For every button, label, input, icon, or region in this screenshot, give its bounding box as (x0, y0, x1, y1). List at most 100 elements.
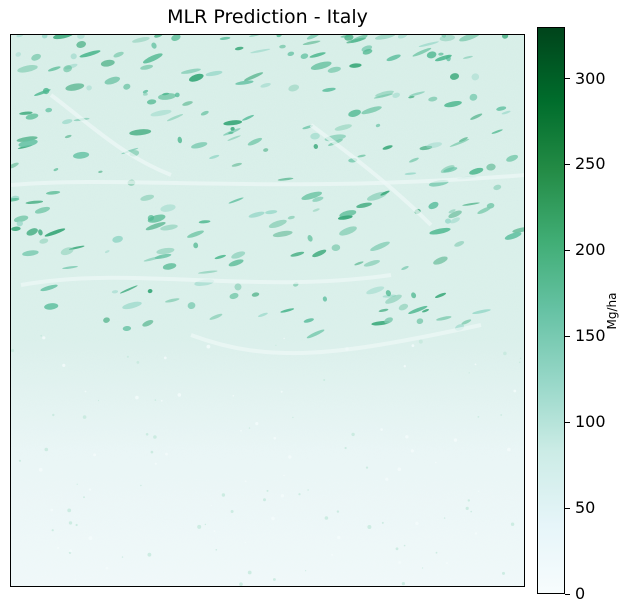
speckle (478, 490, 480, 492)
biomass-patch (426, 51, 437, 59)
speckle (510, 522, 515, 526)
speckle (381, 521, 384, 524)
colorbar-label: Mg/ha (605, 292, 619, 330)
biomass-patch (469, 167, 484, 175)
biomass-patch (146, 99, 157, 105)
speckle (147, 552, 152, 557)
speckle (42, 336, 46, 340)
biomass-patch (384, 317, 393, 324)
biomass-patch (276, 35, 282, 38)
biomass-patch (113, 51, 124, 58)
speckle (398, 561, 401, 564)
biomass-patch (327, 66, 341, 73)
speckle (397, 467, 402, 472)
biomass-patch (251, 292, 260, 297)
biomass-patch (433, 256, 448, 265)
speckle (477, 416, 480, 418)
speckle (271, 516, 275, 521)
biomass-patch (408, 95, 415, 99)
biomass-patch (306, 329, 325, 339)
biomass-patch (40, 284, 58, 292)
biomass-patch (171, 35, 181, 41)
biomass-patch (309, 52, 326, 58)
speckle (239, 582, 243, 586)
biomass-patch (265, 210, 278, 215)
speckle (247, 570, 252, 575)
speckle (213, 530, 216, 533)
speckle (51, 529, 54, 532)
biomass-patch (25, 200, 44, 205)
biomass-patch (63, 65, 73, 73)
biomass-patch (86, 85, 92, 91)
biomass-patch (166, 114, 184, 122)
biomass-patch (307, 235, 313, 242)
biomass-patch (242, 114, 254, 121)
biomass-patch (434, 292, 447, 299)
biomass-patch (472, 309, 491, 315)
biomass-patch (462, 55, 473, 59)
biomass-patch (260, 82, 271, 88)
biomass-patch (356, 202, 372, 209)
speckle (240, 429, 242, 432)
biomass-patch (408, 305, 428, 314)
biomass-patch (422, 308, 429, 313)
biomass-patch (471, 73, 480, 81)
biomass-patch (209, 313, 223, 320)
biomass-patch (370, 241, 390, 252)
biomass-patch (150, 109, 172, 117)
speckle (395, 547, 399, 551)
colorbar-tick (565, 78, 570, 80)
biomass-patch (411, 292, 417, 299)
biomass-patch (231, 251, 246, 259)
speckle (232, 395, 235, 397)
biomass-patch (143, 92, 148, 96)
speckle (507, 447, 511, 452)
speckle (437, 574, 439, 576)
biomass-patch (100, 59, 115, 67)
speckle (68, 521, 73, 525)
speckle (153, 435, 157, 439)
speckle (83, 496, 85, 499)
biomass-patch (301, 191, 322, 201)
speckle (415, 521, 419, 526)
biomass-patch (448, 210, 462, 219)
biomass-patch (392, 92, 400, 98)
speckle (292, 416, 294, 419)
valley-line (309, 123, 433, 227)
biomass-patch (290, 251, 305, 257)
speckle (305, 570, 307, 572)
biomass-patch (257, 312, 268, 318)
colorbar-tick-label: 300 (575, 68, 606, 88)
colorbar-tick (565, 249, 570, 251)
biomass-patch (205, 70, 223, 77)
speckle (502, 571, 505, 575)
speckle (177, 393, 182, 397)
biomass-patch (182, 101, 193, 106)
speckle (500, 414, 503, 416)
speckle (344, 446, 347, 450)
speckle (136, 361, 140, 364)
biomass-patch (31, 53, 41, 61)
biomass-patch (449, 138, 470, 147)
speckle (244, 541, 247, 544)
biomass-patch (385, 290, 392, 297)
biomass-patch (331, 244, 341, 252)
speckle (351, 432, 355, 437)
biomass-patch (312, 249, 327, 258)
speckle (323, 379, 326, 381)
biomass-patch (65, 83, 85, 91)
speckle (403, 544, 406, 547)
biomass-patch (60, 247, 74, 256)
biomass-patch (300, 53, 309, 60)
colorbar-tick (565, 421, 570, 423)
biomass-patch (339, 210, 357, 218)
biomass-patch (230, 126, 235, 131)
colorbar-tick-label: 150 (575, 326, 606, 346)
speckle (468, 372, 470, 374)
biomass-patch (143, 256, 163, 262)
biomass-patch (409, 91, 425, 97)
speckle (163, 356, 167, 360)
biomass-patch (412, 47, 432, 57)
biomass-patch (362, 49, 373, 55)
biomass-patch (104, 250, 110, 254)
